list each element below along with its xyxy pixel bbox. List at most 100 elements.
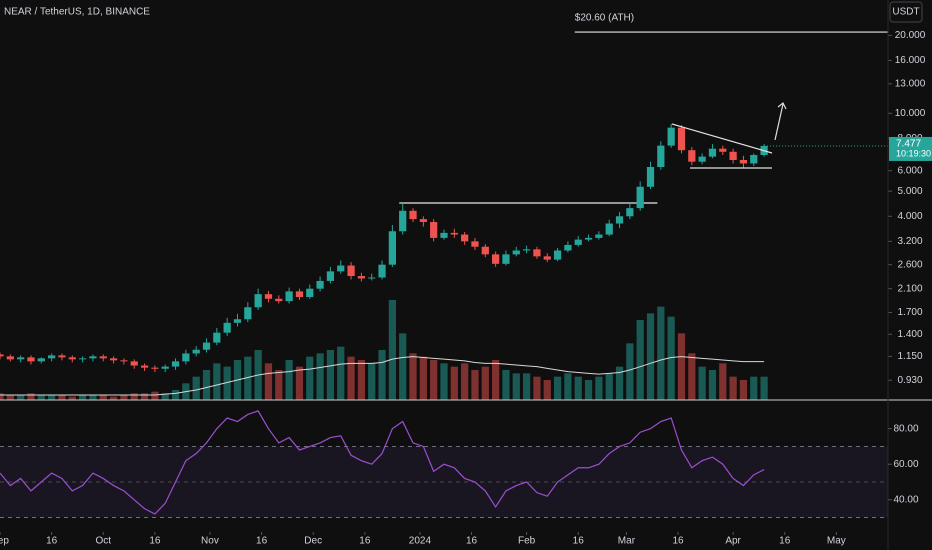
last-price-label: 7.477 (896, 139, 921, 150)
time-tick-label: 16 (466, 536, 478, 547)
volume-bar (223, 366, 231, 400)
candle-body (409, 210, 417, 220)
candle-body (0, 354, 4, 357)
candle-body (89, 356, 97, 359)
price-tick-label: 3.200 (897, 236, 922, 247)
time-tick-label: 16 (779, 536, 791, 547)
volume-bar (677, 333, 686, 400)
price-tick-label: 20.000 (895, 30, 926, 41)
candle-body (326, 271, 335, 281)
time-tick-label: May (827, 536, 846, 547)
volume-bar (68, 396, 76, 400)
volume-bar (440, 363, 448, 400)
volume-bar (58, 395, 66, 400)
volume-bar (17, 395, 25, 400)
price-tick-label: 10.000 (895, 108, 926, 119)
candle-body (430, 222, 438, 238)
volume-bar (192, 376, 200, 400)
volume-bar (171, 390, 180, 400)
candle-body (399, 210, 407, 232)
time-tick-label: 16 (149, 536, 161, 547)
candle-body (140, 365, 149, 368)
candle-body (347, 265, 355, 277)
volume-bar (326, 350, 335, 400)
rsi-tick-label: 80.00 (893, 423, 918, 434)
candle-body (739, 159, 748, 164)
volume-bar (657, 306, 665, 400)
candle-body (708, 148, 717, 157)
volume-bar (89, 395, 97, 400)
pattern-drawing (671, 102, 787, 169)
rsi-tick-label: 40.00 (893, 494, 918, 505)
time-tick-label: Sep (0, 536, 9, 547)
candle-body (688, 150, 696, 162)
volume-bar (739, 380, 748, 400)
volume-bar (399, 333, 407, 400)
volume-bar (502, 370, 510, 400)
volume-bar (553, 376, 562, 400)
volume-bar (760, 376, 768, 400)
rsi-line (0, 410, 765, 515)
candle-body (254, 294, 262, 308)
volume-bar (471, 370, 479, 400)
last-price-tag (889, 136, 932, 161)
candle-body (130, 361, 138, 366)
candle-body (17, 357, 25, 360)
volume-bar (120, 395, 128, 400)
volume-bar (378, 350, 386, 400)
volume-bar (161, 393, 169, 400)
currency-label[interactable]: USDT (892, 7, 919, 18)
volume-bar (202, 370, 211, 400)
price-tick-label: 5.000 (897, 186, 922, 197)
volume-bar (605, 373, 613, 400)
time-tick-label: Nov (201, 536, 219, 547)
volume-bar (368, 363, 376, 400)
candle-body (636, 186, 644, 209)
candle-body (285, 291, 293, 302)
candle-body (120, 360, 128, 362)
volume-bar (512, 373, 520, 400)
candle-body (233, 319, 242, 323)
volume-bar (130, 393, 138, 400)
candle-body (440, 232, 448, 238)
price-tick-label: 2.600 (897, 259, 922, 270)
candle-body (522, 249, 531, 251)
candle-body (37, 358, 45, 362)
candle-body (605, 223, 613, 235)
candle-body (378, 264, 386, 278)
time-tick-label: Oct (95, 536, 111, 547)
triangle-upper (671, 123, 773, 154)
volume-bar (708, 370, 717, 400)
time-tick-label: 2024 (409, 536, 432, 547)
candle-body (99, 356, 107, 359)
volume-bar (6, 395, 14, 400)
candle-body (48, 355, 56, 359)
candle-body (502, 254, 510, 264)
volume-bar (419, 356, 427, 400)
volume-bar (295, 366, 304, 400)
candle-body (275, 298, 283, 302)
candle-body (213, 332, 221, 343)
volume-bar (688, 353, 696, 400)
volume-bar (574, 376, 582, 400)
candle-body (698, 156, 706, 162)
volume-bar (584, 380, 593, 400)
volume-bar (533, 376, 541, 400)
volume-bar (492, 360, 500, 400)
volume-bar (316, 353, 324, 400)
volume-bar (543, 380, 551, 400)
currency-button[interactable] (889, 1, 923, 23)
candle-body (109, 358, 118, 361)
candle-body (533, 249, 541, 257)
countdown-label: 10:19:30 (896, 148, 931, 158)
candle-body (192, 349, 200, 354)
time-tick-label: Feb (518, 536, 536, 547)
candle-body (419, 219, 427, 223)
price-tick-label: 1.400 (897, 329, 922, 340)
price-tick-label: 13.000 (895, 78, 926, 89)
volume-bar (564, 373, 572, 400)
volume-bar (285, 360, 293, 400)
candle-body (6, 356, 14, 360)
